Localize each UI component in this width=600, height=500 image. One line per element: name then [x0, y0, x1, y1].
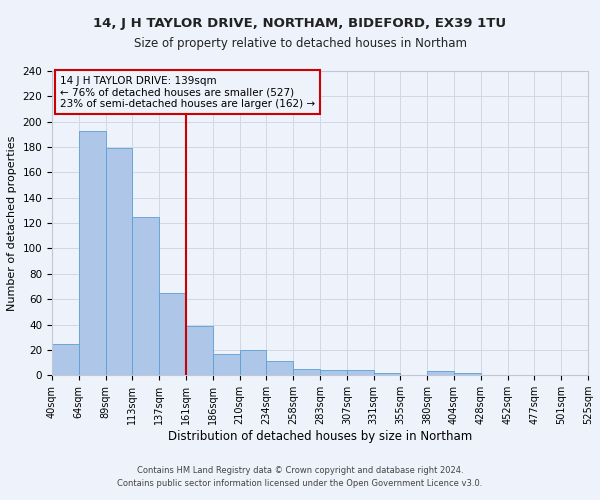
X-axis label: Distribution of detached houses by size in Northam: Distribution of detached houses by size …: [168, 430, 472, 443]
Bar: [347, 370, 374, 376]
Bar: [266, 362, 293, 376]
Bar: [293, 369, 320, 376]
Bar: [133, 217, 159, 376]
Bar: [79, 130, 106, 376]
Bar: [320, 370, 347, 376]
Bar: [427, 372, 454, 376]
Text: 14 J H TAYLOR DRIVE: 139sqm
← 76% of detached houses are smaller (527)
23% of se: 14 J H TAYLOR DRIVE: 139sqm ← 76% of det…: [60, 76, 315, 108]
Text: 14, J H TAYLOR DRIVE, NORTHAM, BIDEFORD, EX39 1TU: 14, J H TAYLOR DRIVE, NORTHAM, BIDEFORD,…: [94, 18, 506, 30]
Text: Size of property relative to detached houses in Northam: Size of property relative to detached ho…: [133, 38, 467, 51]
Bar: [454, 372, 481, 376]
Bar: [52, 344, 79, 376]
Bar: [239, 350, 266, 376]
Bar: [106, 148, 133, 376]
Bar: [374, 372, 400, 376]
Bar: [213, 354, 239, 376]
Text: Contains HM Land Registry data © Crown copyright and database right 2024.
Contai: Contains HM Land Registry data © Crown c…: [118, 466, 482, 487]
Y-axis label: Number of detached properties: Number of detached properties: [7, 136, 17, 311]
Bar: [186, 326, 213, 376]
Bar: [159, 293, 186, 376]
